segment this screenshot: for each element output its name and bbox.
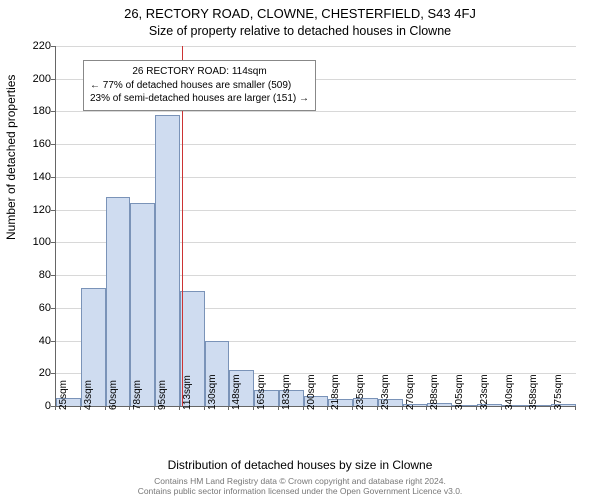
xtick-label: 130sqm: [207, 374, 218, 410]
chart-title-address: 26, RECTORY ROAD, CLOWNE, CHESTERFIELD, …: [0, 6, 600, 21]
annotation-line: ← 77% of detached houses are smaller (50…: [90, 79, 309, 93]
histogram-bar: [155, 115, 180, 406]
xtick-label: 60sqm: [108, 380, 119, 410]
xtick-mark: [80, 406, 81, 410]
xtick-label: 340sqm: [504, 374, 515, 410]
ytick-mark: [51, 308, 55, 309]
xtick-mark: [575, 406, 576, 410]
xtick-label: 148sqm: [231, 374, 242, 410]
xtick-mark: [377, 406, 378, 410]
xtick-mark: [55, 406, 56, 410]
ytick-mark: [51, 144, 55, 145]
xtick-label: 113sqm: [182, 375, 193, 410]
xtick-label: 253sqm: [380, 374, 391, 410]
ytick-mark: [51, 111, 55, 112]
chart-plot-area: 02040608010012014016018020022025sqm43sqm…: [55, 46, 575, 406]
gridline: [56, 144, 576, 145]
ytick-mark: [51, 46, 55, 47]
xtick-label: 305sqm: [454, 374, 465, 410]
ytick-mark: [51, 341, 55, 342]
xtick-mark: [278, 406, 279, 410]
ytick-label: 0: [21, 400, 51, 412]
xtick-label: 270sqm: [405, 374, 416, 410]
xtick-mark: [327, 406, 328, 410]
ytick-label: 180: [21, 105, 51, 117]
xtick-mark: [204, 406, 205, 410]
xtick-mark: [129, 406, 130, 410]
ytick-label: 160: [21, 138, 51, 150]
footer-line2: Contains public sector information licen…: [0, 487, 600, 497]
xtick-label: 25sqm: [58, 380, 69, 410]
annotation-box: 26 RECTORY ROAD: 114sqm← 77% of detached…: [83, 60, 316, 111]
ytick-label: 120: [21, 204, 51, 216]
y-axis-label: Number of detached properties: [4, 75, 18, 240]
ytick-label: 60: [21, 302, 51, 314]
ytick-label: 220: [21, 40, 51, 52]
ytick-label: 20: [21, 367, 51, 379]
xtick-label: 183sqm: [281, 374, 292, 410]
xtick-label: 375sqm: [553, 374, 564, 410]
xtick-label: 288sqm: [429, 374, 440, 410]
xtick-mark: [451, 406, 452, 410]
xtick-label: 235sqm: [355, 374, 366, 410]
xtick-mark: [303, 406, 304, 410]
ytick-label: 140: [21, 171, 51, 183]
xtick-mark: [426, 406, 427, 410]
footer-attribution: Contains HM Land Registry data © Crown c…: [0, 477, 600, 497]
ytick-mark: [51, 373, 55, 374]
xtick-label: 200sqm: [306, 374, 317, 410]
xtick-mark: [550, 406, 551, 410]
ytick-label: 40: [21, 335, 51, 347]
ytick-mark: [51, 242, 55, 243]
x-axis-label: Distribution of detached houses by size …: [0, 458, 600, 472]
ytick-label: 80: [21, 269, 51, 281]
xtick-mark: [179, 406, 180, 410]
ytick-label: 200: [21, 73, 51, 85]
xtick-label: 218sqm: [330, 374, 341, 410]
xtick-mark: [501, 406, 502, 410]
xtick-label: 165sqm: [256, 374, 267, 410]
xtick-mark: [228, 406, 229, 410]
xtick-label: 95sqm: [157, 380, 168, 410]
xtick-mark: [476, 406, 477, 410]
xtick-mark: [402, 406, 403, 410]
ytick-mark: [51, 177, 55, 178]
gridline: [56, 46, 576, 47]
histogram-bar: [106, 197, 131, 406]
xtick-label: 358sqm: [528, 374, 539, 410]
annotation-line: 23% of semi-detached houses are larger (…: [90, 92, 309, 106]
ytick-mark: [51, 275, 55, 276]
gridline: [56, 111, 576, 112]
ytick-label: 100: [21, 236, 51, 248]
xtick-mark: [253, 406, 254, 410]
xtick-mark: [525, 406, 526, 410]
xtick-mark: [352, 406, 353, 410]
xtick-label: 43sqm: [83, 380, 94, 410]
ytick-mark: [51, 210, 55, 211]
histogram-bar: [130, 203, 155, 406]
gridline: [56, 177, 576, 178]
xtick-mark: [105, 406, 106, 410]
chart-title-desc: Size of property relative to detached ho…: [0, 24, 600, 38]
xtick-label: 323sqm: [479, 374, 490, 410]
xtick-mark: [154, 406, 155, 410]
annotation-line: 26 RECTORY ROAD: 114sqm: [90, 65, 309, 79]
xtick-label: 78sqm: [132, 380, 143, 410]
ytick-mark: [51, 79, 55, 80]
